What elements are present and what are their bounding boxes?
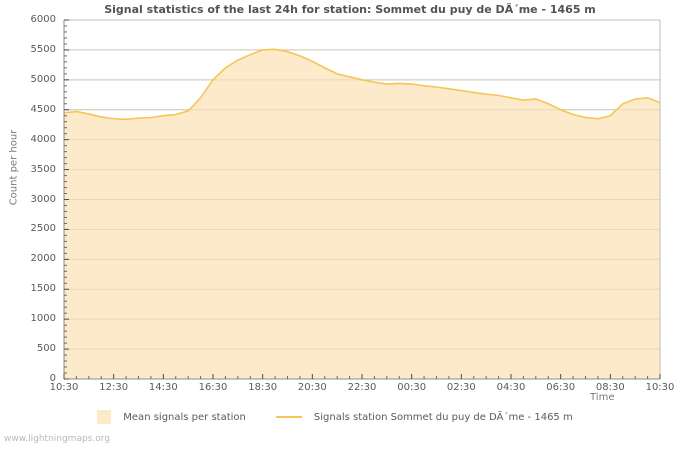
chart-legend: Mean signals per station Signals station…: [0, 410, 700, 424]
x-axis-tick-label: 00:30: [397, 382, 427, 393]
legend-item-mean[interactable]: Mean signals per station: [97, 410, 246, 424]
y-axis-tick-label: 5500: [30, 43, 56, 55]
x-axis-tick-label: 12:30: [99, 382, 129, 393]
x-axis-tick-label: 16:30: [198, 382, 228, 393]
legend-label-station: Signals station Sommet du puy de DÃ´me -…: [313, 411, 573, 423]
x-axis-tick-label: 02:30: [446, 382, 476, 393]
chart-title: Signal statistics of the last 24h for st…: [104, 3, 596, 16]
legend-item-station[interactable]: Signals station Sommet du puy de DÃ´me -…: [275, 411, 573, 423]
x-axis-tick-label: 20:30: [297, 382, 327, 393]
y-axis-tick-label: 3000: [30, 193, 56, 205]
x-axis-tick-label: 22:30: [347, 382, 377, 393]
x-axis-tick-label: 10:30: [49, 382, 79, 393]
x-axis-tick-label: 04:30: [496, 382, 526, 393]
y-axis-tick-label: 2000: [30, 253, 56, 265]
legend-swatch-area-icon: [97, 410, 112, 424]
y-axis-tick-label: 6000: [30, 14, 56, 25]
x-axis-tick-label: 18:30: [248, 382, 278, 393]
legend-swatch-line-icon: [275, 416, 302, 418]
y-axis-tick-label: 1000: [30, 313, 56, 325]
y-axis-tick-label: 4500: [30, 103, 56, 115]
x-axis-tick-label: 14:30: [148, 382, 178, 393]
y-axis-tick-label: 500: [36, 343, 56, 355]
x-axis-tick-label: 10:30: [645, 382, 675, 393]
y-axis-tick-label: 4000: [30, 133, 56, 145]
y-axis-tick-label: 0: [49, 373, 56, 384]
y-axis-tick-label: 1500: [30, 283, 56, 295]
y-axis-tick-label: 3500: [30, 163, 56, 175]
x-axis-tick-label: 08:30: [595, 382, 625, 393]
y-axis-tick-label: 2500: [30, 223, 56, 235]
watermark: www.lightningmaps.org: [4, 434, 110, 444]
x-axis-label: Time: [590, 392, 615, 403]
y-axis-tick-label: 5000: [30, 73, 56, 85]
x-axis-tick-label: 06:30: [546, 382, 576, 393]
legend-label-mean: Mean signals per station: [123, 411, 246, 423]
